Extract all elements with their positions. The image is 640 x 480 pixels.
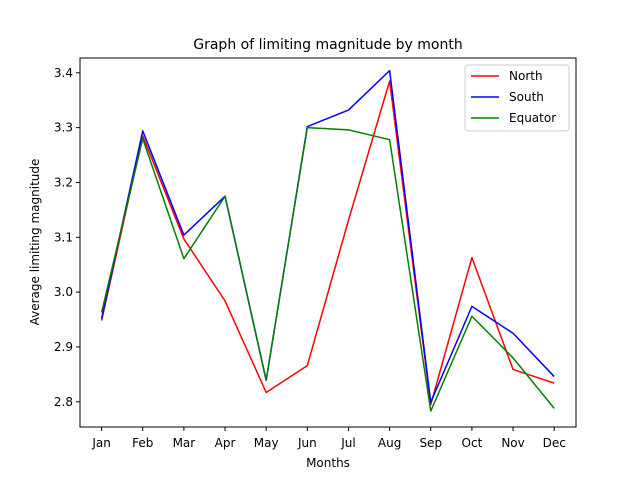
- series-line-north: [100, 80, 555, 406]
- x-tick-label: Dec: [543, 436, 566, 450]
- plot-frame: [79, 57, 577, 428]
- y-tick-label: 3.1: [54, 230, 73, 244]
- x-tick-label: Jun: [297, 436, 317, 450]
- legend-label-south: South: [509, 90, 544, 104]
- y-tick-label: 3.4: [54, 66, 73, 80]
- y-tick-label: 3.2: [54, 175, 73, 189]
- legend-box: [464, 64, 570, 132]
- x-tick-label: Apr: [215, 436, 236, 450]
- x-tick-label: Jul: [340, 436, 355, 450]
- x-tick-label: May: [254, 436, 279, 450]
- y-tick-label: 3.0: [54, 285, 73, 299]
- x-tick-label: Aug: [378, 436, 401, 450]
- y-tick-label: 3.3: [54, 121, 73, 135]
- y-tick-label: 2.9: [54, 340, 73, 354]
- x-tick-label: Jan: [91, 436, 111, 450]
- x-tick-label: Mar: [173, 436, 196, 450]
- series-line-south: [100, 69, 555, 404]
- x-axis-label: Months: [306, 456, 350, 470]
- series-line-equator: [100, 126, 555, 412]
- x-tick-label: Feb: [132, 436, 153, 450]
- x-tick-label: Nov: [501, 436, 524, 450]
- chart-title: Graph of limiting magnitude by month: [193, 37, 462, 53]
- x-tick-label: Oct: [462, 436, 483, 450]
- y-tick-label: 2.8: [54, 395, 73, 409]
- x-tick-label: Sep: [419, 436, 442, 450]
- legend: North South Equator: [464, 64, 570, 132]
- legend-label-equator: Equator: [509, 111, 556, 125]
- legend-label-north: North: [509, 69, 543, 83]
- y-axis-label: Average limiting magnitude: [28, 159, 42, 326]
